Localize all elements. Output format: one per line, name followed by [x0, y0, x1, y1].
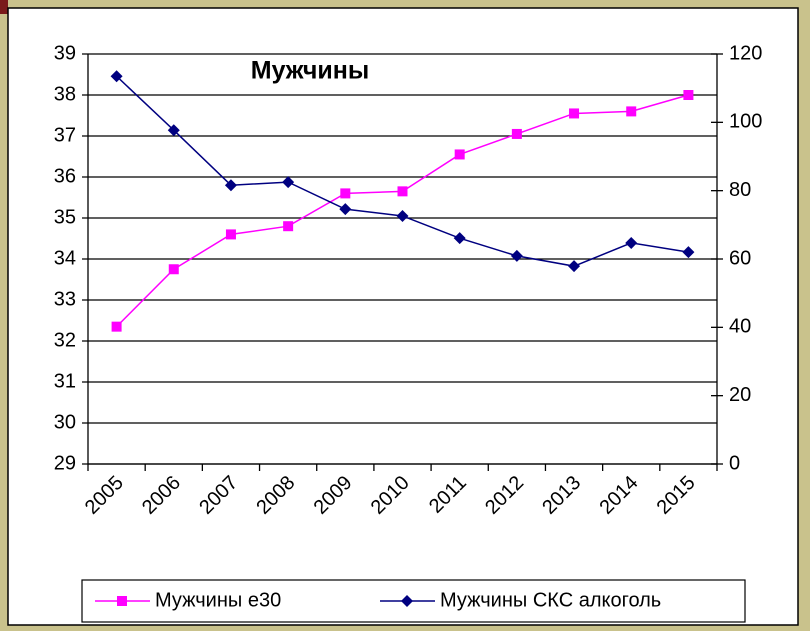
chart-area	[7, 7, 799, 626]
y-tick-label: 35	[54, 206, 76, 228]
marker	[282, 176, 295, 189]
y-tick-label: 38	[54, 83, 76, 105]
marker	[283, 221, 294, 232]
y2-tick-label: 20	[729, 384, 751, 406]
legend-label: Мужчины е30	[155, 589, 281, 611]
y-tick-label: 37	[54, 124, 76, 146]
marker	[224, 179, 237, 192]
legend-label: Мужчины СКС алкоголь	[440, 589, 661, 611]
marker	[117, 596, 127, 606]
marker	[569, 108, 580, 119]
y2-tick-label: 100	[729, 111, 762, 133]
y-tick-label: 30	[54, 411, 76, 433]
y-tick-label: 29	[54, 452, 76, 474]
marker	[401, 595, 413, 607]
y-tick-label: 39	[54, 42, 76, 64]
marker	[626, 106, 637, 117]
y2-tick-label: 0	[729, 452, 740, 474]
marker	[511, 128, 522, 139]
y-tick-label: 36	[54, 165, 76, 187]
marker	[568, 260, 581, 273]
y-tick-label: 32	[54, 329, 76, 351]
marker	[683, 90, 694, 100]
marker	[510, 249, 523, 262]
marker	[110, 70, 123, 83]
y-tick-label: 31	[54, 370, 76, 392]
marker	[225, 229, 236, 240]
marker	[396, 209, 409, 222]
marker	[625, 236, 638, 249]
marker	[453, 232, 466, 245]
marker	[340, 188, 351, 199]
y2-tick-label: 120	[729, 42, 762, 64]
y2-tick-label: 40	[729, 316, 751, 338]
marker	[167, 124, 180, 137]
y2-tick-label: 80	[729, 179, 751, 201]
marker	[168, 264, 179, 275]
y2-tick-label: 60	[729, 247, 751, 269]
marker	[397, 186, 408, 197]
chart-title: Мужчины	[251, 57, 369, 85]
marker	[339, 203, 352, 216]
y-tick-label: 34	[54, 247, 76, 269]
y-tick-label: 33	[54, 288, 76, 310]
marker	[454, 149, 465, 160]
marker	[111, 321, 122, 332]
corner	[0, 0, 8, 14]
marker	[682, 246, 695, 259]
